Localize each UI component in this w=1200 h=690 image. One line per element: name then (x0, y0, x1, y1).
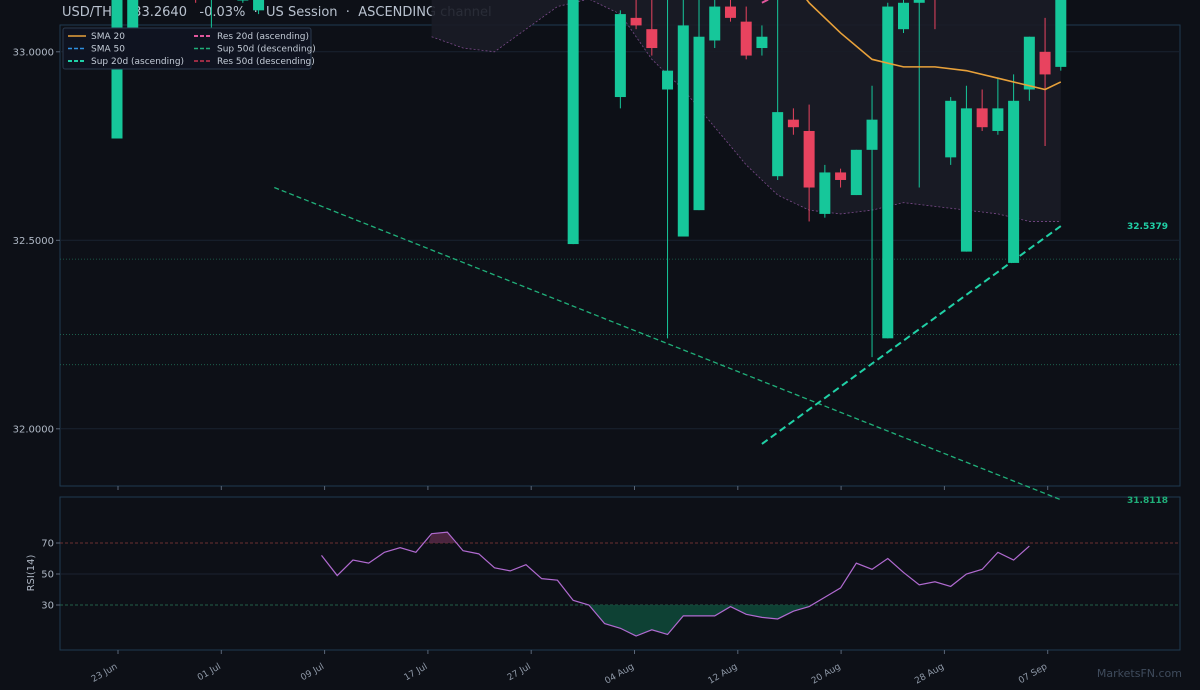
candle-body (976, 108, 988, 128)
candle-body (819, 172, 831, 214)
level-label: 31.8118 (1127, 496, 1168, 506)
legend-box (62, 27, 312, 70)
candle-body (1023, 36, 1035, 90)
legend-entry: Sup 20d (ascending) (91, 57, 184, 67)
rsi-y-tick-label: 70 (41, 539, 54, 550)
price-label: 33.2640 (133, 5, 187, 20)
level-label: 32.5379 (1127, 222, 1168, 232)
trendline (274, 186, 1062, 501)
y-tick-label: 32.5000 (13, 236, 54, 247)
candle-body (567, 0, 579, 245)
bollinger-band-fill (431, 0, 1061, 222)
x-tick-label: 12 Aug (707, 662, 740, 687)
rsi-axis-label: RSI(14) (26, 555, 37, 592)
candle-body (693, 36, 705, 211)
rsi-y-tick-label: 50 (41, 570, 54, 581)
legend-entry: Sup 50d (descending) (217, 45, 316, 55)
candle-body (882, 6, 894, 339)
y-tick-label: 33.0000 (13, 47, 54, 58)
candle-body (1039, 51, 1051, 75)
x-tick-label: 23 Jun (90, 662, 120, 685)
candle-body (237, 0, 249, 1)
candle-body (614, 14, 626, 98)
rsi-oversold-fill (588, 605, 810, 636)
candle-body (960, 108, 972, 252)
candle-body (850, 149, 862, 196)
x-tick-label: 04 Aug (603, 662, 636, 687)
legend-entry: SMA 20 (91, 32, 125, 42)
x-tick-label: 07 Sep (1017, 662, 1049, 686)
candle-body (662, 70, 674, 90)
candle-body (646, 29, 658, 49)
watermark: MarketsFN.com (1096, 667, 1182, 680)
candle-body (756, 36, 768, 49)
candle-body (866, 119, 878, 150)
x-tick-label: 09 Jul (299, 662, 326, 683)
rsi-line (321, 531, 1030, 637)
y-tick-label: 32.0000 (13, 424, 54, 435)
bollinger-lower-line (431, 0, 1061, 222)
candle-body (630, 17, 642, 26)
pair-label: USD/THB (62, 5, 121, 20)
sma20-line (805, 0, 1062, 91)
legend-entry: Res 20d (ascending) (217, 32, 309, 42)
x-tick-label: 01 Jul (196, 662, 223, 683)
candle-body (913, 0, 925, 3)
candle-body (787, 119, 799, 128)
candle-body (709, 6, 721, 41)
x-tick-label: 20 Aug (810, 662, 843, 687)
candle-body (1055, 0, 1067, 67)
candle-body (1008, 100, 1020, 263)
candle-body (677, 25, 689, 237)
candle-body (740, 21, 752, 56)
rsi-y-tick-label: 30 (41, 601, 54, 612)
x-tick-label: 17 Jul (403, 662, 430, 683)
legend-entry: Res 50d (descending) (217, 57, 315, 67)
x-tick-label: 28 Aug (913, 662, 946, 687)
candle-body (772, 112, 784, 177)
candle-body (253, 0, 265, 11)
candle-body (945, 100, 957, 158)
candle-body (898, 2, 909, 30)
x-tick-label: 27 Jul (506, 662, 533, 683)
change-label: -0.03% (199, 5, 246, 20)
candle-body (992, 108, 1004, 131)
candle-body (835, 172, 847, 180)
candle-body (803, 130, 815, 188)
legend-entry: SMA 50 (91, 45, 125, 55)
rsi-overbought-fill (428, 532, 456, 543)
candle-body (724, 6, 736, 18)
session-label: US Session (266, 5, 338, 20)
